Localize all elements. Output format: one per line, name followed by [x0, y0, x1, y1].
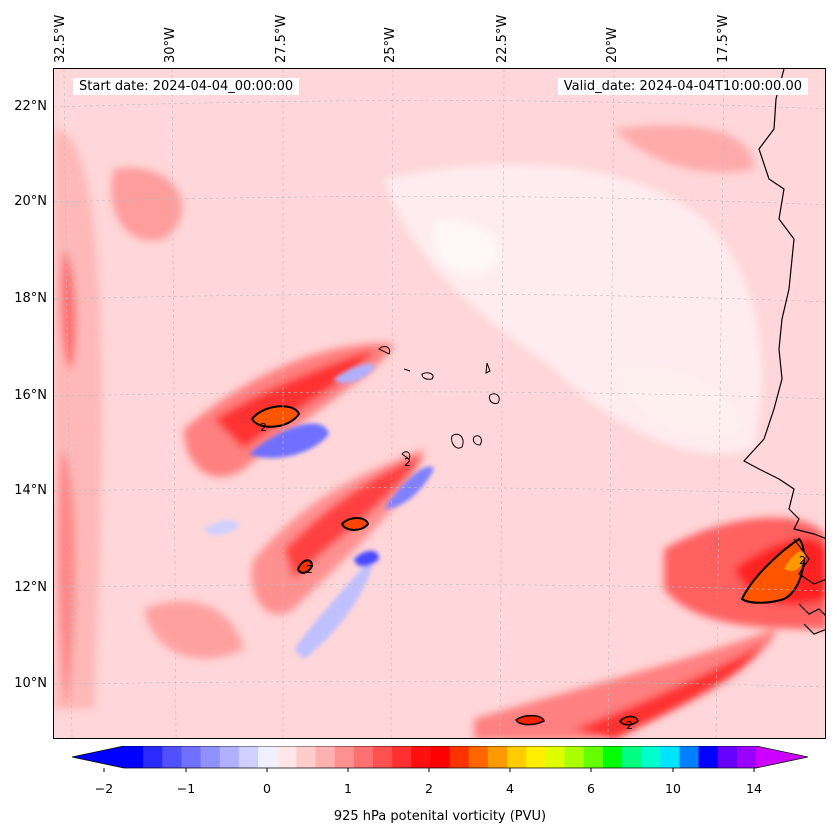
start-date: Start date: 2024-04-04_00:00:00 — [73, 78, 300, 95]
colorbar-tick-label: 2 — [425, 781, 433, 796]
latitude-label: 22°N — [14, 99, 47, 114]
longitude-label: 27.5°W — [274, 14, 289, 63]
colorbar-segment — [258, 746, 278, 768]
pv-core-contour — [340, 517, 370, 531]
colorbar-segment — [430, 746, 451, 768]
pv-core-contour — [740, 537, 805, 604]
colorbar-segment — [315, 746, 336, 768]
colorbar-tick-label: 1 — [344, 781, 352, 796]
pv-core-contour — [250, 405, 301, 428]
colorbar-outline — [72, 746, 808, 769]
colorbar-segment — [660, 746, 680, 768]
colorbar-segment — [162, 746, 182, 768]
colorbar-segment — [717, 746, 738, 768]
colorbar-segment — [526, 746, 546, 768]
colorbar-segment — [238, 746, 259, 768]
contour-label: 2 — [626, 719, 633, 732]
colorbar-tick-label: 14 — [746, 781, 762, 796]
colorbar-segment — [449, 746, 470, 768]
graticule — [54, 69, 825, 738]
contour-label: 2 — [306, 563, 313, 576]
longitude-label: 22.5°W — [495, 14, 510, 63]
colorbar-segment — [181, 746, 202, 768]
colorbar-tick-label: 6 — [587, 781, 595, 796]
latitude-label: 18°N — [14, 291, 47, 306]
colorbar-segment — [411, 746, 431, 768]
colorbar-segment — [124, 746, 144, 768]
coastline — [743, 69, 825, 635]
colorbar-tick-label: −2 — [94, 781, 114, 796]
pv-field-map: 2 2 2 2 2 — [54, 69, 825, 738]
colorbar-segment — [353, 746, 374, 768]
colorbar-label: 925 hPa potenital vorticity (PVU) — [333, 809, 547, 824]
longitude-label: 25°W — [383, 27, 398, 63]
pv-negative-anomalies — [204, 363, 434, 659]
colorbar-segment — [143, 746, 163, 768]
colorbar-segment — [698, 746, 719, 768]
latitude-label: 10°N — [14, 676, 47, 691]
colorbar-segment — [507, 746, 527, 768]
colorbar-segment — [564, 746, 585, 768]
contour-label: 2 — [260, 421, 267, 434]
colorbar-segment — [602, 746, 623, 768]
colorbar — [72, 746, 808, 772]
pv-core-contour — [296, 559, 314, 574]
latitude-label: 20°N — [14, 194, 47, 209]
colorbar-segment — [679, 746, 700, 768]
colorbar-segment — [219, 746, 240, 768]
colorbar-segment — [487, 746, 508, 768]
colorbar-tick-label: 4 — [506, 781, 514, 796]
pv-core — [784, 551, 806, 571]
colorbar-tick-label: 10 — [665, 781, 681, 796]
map-panel: 2 2 2 2 2 — [53, 68, 826, 739]
colorbar-segment — [545, 746, 565, 768]
colorbar-tick-label: −1 — [176, 781, 196, 796]
colorbar-segment — [392, 746, 412, 768]
longitude-label: 17.5°W — [716, 14, 731, 63]
colorbar-segment — [641, 746, 661, 768]
colorbar-segment — [296, 746, 317, 768]
pv-core-contour — [619, 715, 639, 726]
colorbar-segment — [583, 746, 604, 768]
colorbar-extend-max — [756, 746, 808, 768]
contour-label: 2 — [799, 554, 806, 567]
latitude-label: 14°N — [14, 483, 47, 498]
contour-label: 2 — [404, 456, 411, 469]
colorbar-segment — [200, 746, 221, 768]
longitude-label: 20°W — [605, 27, 620, 63]
colorbar-segment — [277, 746, 297, 768]
colorbar-segment — [468, 746, 489, 768]
latitude-label: 16°N — [14, 388, 47, 403]
pv-filled-contours — [54, 125, 825, 738]
latitude-label: 12°N — [14, 580, 47, 595]
pv-core-contour — [514, 714, 545, 726]
longitude-label: 30°W — [163, 27, 178, 63]
cape-verde-islands — [378, 346, 500, 460]
colorbar-segment — [372, 746, 393, 768]
valid-date: Valid_date: 2024-04-04T10:00:00.00 — [557, 78, 808, 95]
colorbar-segment — [621, 746, 642, 768]
colorbar-tick-label: 0 — [263, 781, 271, 796]
longitude-label: 32.5°W — [53, 14, 68, 63]
colorbar-segment — [736, 746, 757, 768]
colorbar-extend-min — [72, 746, 124, 768]
colorbar-segment — [334, 746, 355, 768]
